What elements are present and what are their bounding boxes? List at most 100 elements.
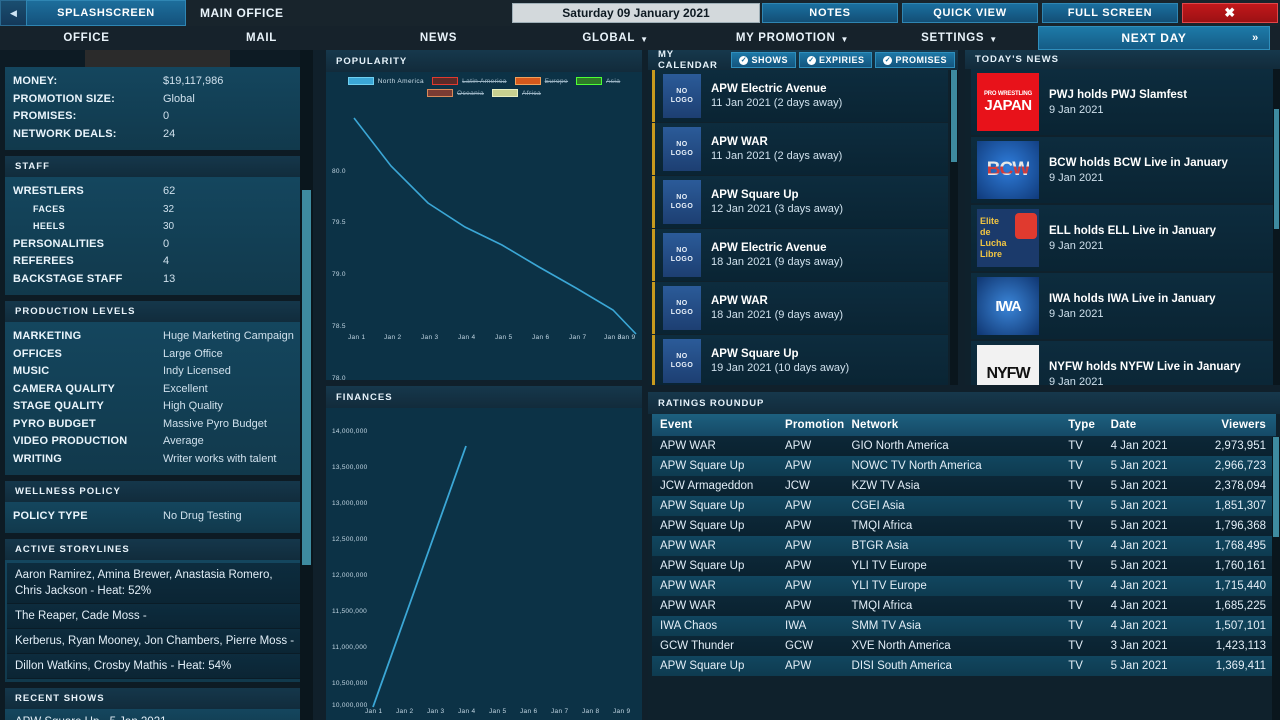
list-item[interactable]: NYFW NYFW holds NYFW Live in January 9 J… xyxy=(971,341,1274,385)
nav-item-global[interactable]: GLOBAL ▼ xyxy=(582,32,649,44)
column-header-event[interactable]: Event xyxy=(652,414,777,436)
x-tick-label: Jan 6 xyxy=(520,708,538,715)
calendar-title: MY CALENDAR xyxy=(658,49,718,71)
list-item[interactable]: Dillon Watkins, Crosby Mathis - Heat: 54… xyxy=(7,653,306,679)
list-item[interactable]: NO LOGO APW Electric Avenue 11 Jan 2021 … xyxy=(652,70,948,122)
table-row[interactable]: JCW Armageddon JCW KZW TV Asia TV 5 Jan … xyxy=(652,476,1276,496)
event-title: APW WAR xyxy=(711,136,768,148)
news-title: ELL holds ELL Live in January xyxy=(1049,224,1217,237)
summary-row: NETWORK DEALS: 24 xyxy=(13,127,176,140)
column-header-viewers[interactable]: Viewers xyxy=(1189,414,1276,436)
bcw-logo-icon: BCW xyxy=(977,141,1039,199)
summary-row: PROMISES: 0 xyxy=(13,110,170,122)
calendar-scrollbar[interactable] xyxy=(950,70,958,385)
list-item[interactable]: PRO WRESTLING JAPAN PWJ holds PWJ Slamfe… xyxy=(971,69,1274,135)
tab-promises[interactable]: ✓ PROMISES xyxy=(875,52,955,68)
storylines-section: ACTIVE STORYLINES Aaron Ramirez, Amina B… xyxy=(5,538,308,682)
news-scrollbar-thumb[interactable] xyxy=(1274,109,1279,229)
legend-item-africa[interactable]: Africa xyxy=(492,89,541,97)
legend-item-europe[interactable]: Europe xyxy=(514,77,568,85)
column-header-type[interactable]: Type xyxy=(1060,414,1103,436)
tab-shows[interactable]: ✓ SHOWS xyxy=(731,52,796,68)
ratings-scrollbar[interactable] xyxy=(1272,437,1280,720)
table-row[interactable]: APW WAR APW BTGR Asia TV 4 Jan 2021 1,76… xyxy=(652,536,1276,556)
event-date: 19 Jan 2021 (10 days away) xyxy=(711,362,850,374)
current-date-display: Saturday 09 January 2021 xyxy=(512,3,760,23)
summary-row: PROMOTION SIZE: Global xyxy=(13,92,195,105)
notes-button[interactable]: NOTES xyxy=(762,3,898,23)
x-tick-label: Jan 1 xyxy=(348,334,366,341)
table-row[interactable]: APW Square Up APW TMQI Africa TV 5 Jan 2… xyxy=(652,516,1276,536)
nav-item-office[interactable]: OFFICE xyxy=(63,32,110,44)
table-header-row: Event Promotion Network Type Date Viewer… xyxy=(652,414,1276,436)
nav-item-news[interactable]: NEWS xyxy=(419,32,458,44)
x-tick-label: Jan 6 xyxy=(532,334,550,341)
table-row[interactable]: APW Square Up APW NOWC TV North America … xyxy=(652,456,1276,476)
x-tick-label: Jan 4 xyxy=(458,708,476,715)
recent-shows-section: RECENT SHOWS APW Square Up - 5 Jan 2021 xyxy=(5,687,308,720)
nav-item-mail[interactable]: MAIL xyxy=(246,32,277,44)
list-item[interactable]: NO LOGO APW WAR 18 Jan 2021 (9 days away… xyxy=(652,282,948,334)
column-header-promotion[interactable]: Promotion xyxy=(777,414,844,436)
y-tick-label: 11,500,000 xyxy=(332,608,368,615)
full-screen-button[interactable]: FULL SCREEN xyxy=(1042,3,1178,23)
list-item[interactable]: APW Square Up - 5 Jan 2021 xyxy=(7,712,306,720)
table-row[interactable]: APW WAR APW TMQI Africa TV 4 Jan 2021 1,… xyxy=(652,596,1276,616)
close-button[interactable]: ✖ xyxy=(1182,3,1278,23)
legend-item-latin-america[interactable]: Latin America xyxy=(432,77,507,85)
main-office-tab[interactable]: MAIN OFFICE xyxy=(200,6,284,20)
recent-shows-header: RECENT SHOWS xyxy=(5,687,308,709)
todays-news-panel: TODAY'S NEWS PRO WRESTLING JAPAN PWJ hol… xyxy=(965,50,1280,385)
table-row[interactable]: APW Square Up APW CGEI Asia TV 5 Jan 202… xyxy=(652,496,1276,516)
legend-item-oceania[interactable]: Oceania xyxy=(426,89,484,97)
x-tick-label: Jan 7 xyxy=(569,334,587,341)
legend-item-asia[interactable]: Asia xyxy=(576,77,620,85)
legend-swatch xyxy=(432,77,459,85)
column-header-date[interactable]: Date xyxy=(1102,414,1190,436)
production-row: MARKETING Huge Marketing Campaign xyxy=(13,330,294,342)
nav-item-my-promotion[interactable]: MY PROMOTION ▼ xyxy=(735,32,850,44)
table-row[interactable]: GCW Thunder GCW XVE North America TV 3 J… xyxy=(652,636,1276,656)
ratings-scrollbar-thumb[interactable] xyxy=(1273,437,1279,537)
list-item[interactable]: Elite de Lucha Libre ELL holds ELL Live … xyxy=(971,205,1274,271)
list-item[interactable]: The Reaper, Cade Moss - xyxy=(7,603,306,629)
sidebar-scrollbar[interactable] xyxy=(300,50,313,720)
finances-plot-svg xyxy=(372,445,467,708)
column-header-network[interactable]: Network xyxy=(843,414,1061,436)
table-row[interactable]: APW WAR APW YLI TV Europe TV 4 Jan 2021 … xyxy=(652,576,1276,596)
quick-view-button[interactable]: QUICK VIEW xyxy=(902,3,1038,23)
back-button[interactable]: ◀ xyxy=(0,0,26,26)
table-row[interactable]: APW WAR APW GIO North America TV 4 Jan 2… xyxy=(652,436,1276,456)
x-tick-label: Jan 2 xyxy=(384,334,402,341)
list-item[interactable]: NO LOGO APW WAR 11 Jan 2021 (2 days away… xyxy=(652,123,948,175)
list-item[interactable]: NO LOGO APW Square Up 12 Jan 2021 (3 day… xyxy=(652,176,948,228)
list-item[interactable]: Kerberus, Ryan Mooney, Jon Chambers, Pie… xyxy=(7,628,306,654)
splashscreen-tab[interactable]: SPLASHSCREEN xyxy=(26,0,186,26)
finances-panel: FINANCES 14,000,000 13,500,000 13,000,00… xyxy=(326,386,642,720)
check-circle-icon: ✓ xyxy=(806,55,816,65)
legend-swatch xyxy=(347,77,374,85)
y-tick-label: 14,000,000 xyxy=(332,428,368,435)
table-row[interactable]: APW Square Up APW YLI TV Europe TV 5 Jan… xyxy=(652,556,1276,576)
news-scrollbar[interactable] xyxy=(1273,69,1280,385)
legend-item-north-america[interactable]: North America xyxy=(347,77,424,85)
table-row[interactable]: IWA Chaos IWA SMM TV Asia TV 4 Jan 2021 … xyxy=(652,616,1276,636)
sidebar-scrollbar-thumb[interactable] xyxy=(302,190,311,565)
my-calendar-panel: MY CALENDAR ✓ SHOWS ✓ EXPIRIES ✓ PROMISE… xyxy=(648,49,958,385)
table-row[interactable]: APW Square Up APW DISI South America TV … xyxy=(652,656,1276,676)
calendar-scrollbar-thumb[interactable] xyxy=(951,70,957,162)
event-title: APW Electric Avenue xyxy=(711,242,827,254)
list-item[interactable]: IWA IWA holds IWA Live in January 9 Jan … xyxy=(971,273,1274,339)
list-item[interactable]: NO LOGO APW Electric Avenue 18 Jan 2021 … xyxy=(652,229,948,281)
y-tick-label: 10,000,000 xyxy=(332,702,368,709)
list-item[interactable]: BCW BCW holds BCW Live in January 9 Jan … xyxy=(971,137,1274,203)
nav-item-settings[interactable]: SETTINGS ▼ xyxy=(921,32,998,44)
list-item[interactable]: NO LOGO APW Square Up 19 Jan 2021 (10 da… xyxy=(652,335,948,385)
tab-expiries[interactable]: ✓ EXPIRIES xyxy=(798,52,873,68)
next-day-button[interactable]: NEXT DAY » xyxy=(1038,26,1270,50)
finances-chart: 14,000,000 13,500,000 13,000,000 12,500,… xyxy=(326,408,642,720)
luchador-figure-icon xyxy=(1015,213,1037,239)
list-item[interactable]: Aaron Ramirez, Amina Brewer, Anastasia R… xyxy=(7,562,306,604)
y-tick-label: 13,000,000 xyxy=(332,500,368,507)
calendar-event-list: NO LOGO APW Electric Avenue 11 Jan 2021 … xyxy=(648,70,958,385)
